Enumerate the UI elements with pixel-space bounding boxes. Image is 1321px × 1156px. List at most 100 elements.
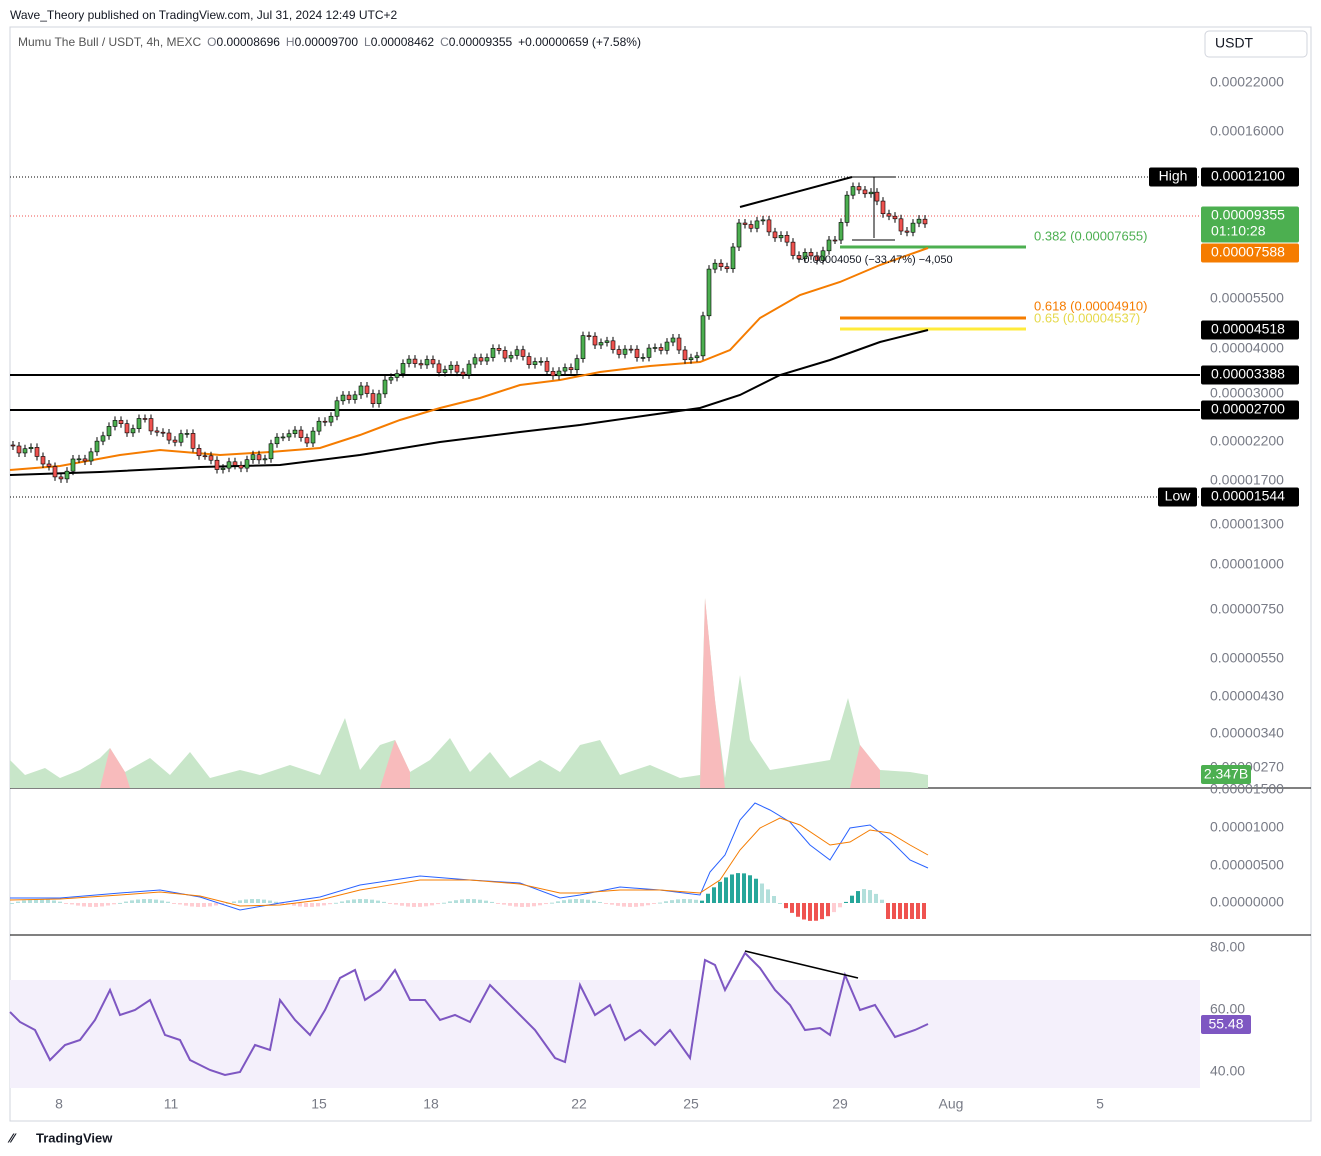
candle-body [838, 222, 844, 241]
date-axis-label: 29 [832, 1096, 848, 1112]
candle-body [76, 458, 82, 461]
macd-bar [580, 899, 584, 903]
candle-body [898, 218, 904, 232]
macd-bar [904, 903, 908, 919]
candle-body [676, 337, 682, 351]
macd-bar [274, 901, 278, 903]
candle-body [10, 444, 16, 447]
macd-bar [88, 903, 92, 907]
price-axis-label: 0.00001000 [1210, 556, 1284, 572]
candle-body [484, 357, 490, 362]
candle-body [784, 235, 790, 243]
candle-body [214, 459, 220, 470]
macd-bar [850, 895, 854, 903]
macd-bar [442, 902, 446, 904]
macd-bar [190, 903, 194, 907]
date-axis-label: 22 [571, 1096, 587, 1112]
macd-axis-label: 0.00000500 [1210, 857, 1284, 873]
macd-bar [34, 899, 38, 903]
macd-bar [526, 903, 530, 907]
macd-bar [16, 901, 20, 903]
price-tag [1201, 206, 1299, 243]
date-axis-label: 15 [311, 1096, 327, 1112]
candle-body [778, 235, 784, 239]
candle-body [460, 371, 466, 376]
macd-bar [772, 895, 776, 903]
candle-body [142, 418, 148, 420]
candle-body [316, 420, 322, 432]
candle-body [736, 222, 742, 248]
macd-bar [214, 903, 218, 906]
rsi-tag [1201, 1015, 1251, 1034]
candle-body [58, 476, 64, 480]
candle-body [22, 448, 28, 454]
price-axis-label: 0.00022000 [1210, 74, 1284, 90]
candle-body [766, 219, 772, 233]
candle-body [640, 357, 646, 359]
date-axis-label: 25 [683, 1096, 699, 1112]
macd-bar [670, 900, 674, 903]
macd-bar [802, 903, 806, 920]
macd-bar [874, 893, 878, 903]
macd-bar [406, 903, 410, 907]
candle-body [652, 347, 658, 349]
candle-body [172, 439, 178, 443]
candle-body [646, 347, 652, 358]
macd-axis-label: 0.00001500 [1210, 781, 1284, 797]
macd-bar [376, 900, 380, 903]
measure-label: −0.00004050 (−33.47%) −4,050 [797, 254, 953, 266]
macd-bar [82, 903, 86, 907]
macd-bar [10, 903, 14, 904]
candle-body [46, 463, 52, 467]
macd-bar [622, 903, 626, 907]
candle-body [772, 231, 778, 239]
candle-body [910, 222, 916, 233]
macd-bar [760, 883, 764, 903]
candle-body [538, 360, 544, 363]
macd-bar [262, 899, 266, 903]
candle-body [160, 431, 166, 434]
macd-histogram [10, 873, 926, 921]
candle-body [748, 224, 754, 229]
candle-body [466, 363, 472, 376]
macd-bar [454, 900, 458, 903]
candle-body [208, 455, 214, 461]
macd-bar [118, 902, 122, 904]
candle-body [274, 436, 280, 445]
candle-body [490, 348, 496, 358]
macd-bar [52, 900, 56, 903]
attribution: Wave_Theory published on TradingView.com… [10, 8, 398, 22]
macd-bar [790, 903, 794, 913]
macd-bar [106, 903, 110, 906]
macd-bar [844, 901, 848, 903]
macd-bar [898, 903, 902, 919]
price-tag-countdown: 01:10:28 [1211, 223, 1266, 239]
candle-body [292, 429, 298, 434]
macd-bar [76, 903, 80, 906]
candle-body [850, 186, 856, 196]
macd-bar [712, 887, 716, 903]
macd-bar [706, 893, 710, 903]
candle-body [100, 435, 106, 442]
price-tag [1201, 320, 1299, 340]
fib-label: 0.382 (0.00007655) [1034, 228, 1147, 243]
macd-bar [520, 903, 524, 907]
candle-body [574, 358, 580, 371]
candle-body [856, 186, 862, 191]
macd-bar [778, 903, 782, 904]
macd-bar [502, 903, 506, 905]
candle-body [754, 220, 760, 229]
candle-body [394, 373, 400, 378]
price-axis-label: 0.00001700 [1210, 472, 1284, 488]
candle-body [826, 239, 832, 252]
price-tag [1201, 365, 1299, 385]
currency-label[interactable]: USDT [1215, 35, 1254, 51]
macd-bar [862, 889, 866, 903]
price-axis-label: 0.00002200 [1210, 433, 1284, 449]
candle-body [496, 348, 502, 351]
macd-axis-label: 0.00001000 [1210, 819, 1284, 835]
currency-button[interactable] [1204, 30, 1308, 58]
macd-bar [748, 875, 752, 903]
price-axis-label: 0.00003000 [1210, 385, 1284, 401]
ma-fast [9, 247, 929, 471]
